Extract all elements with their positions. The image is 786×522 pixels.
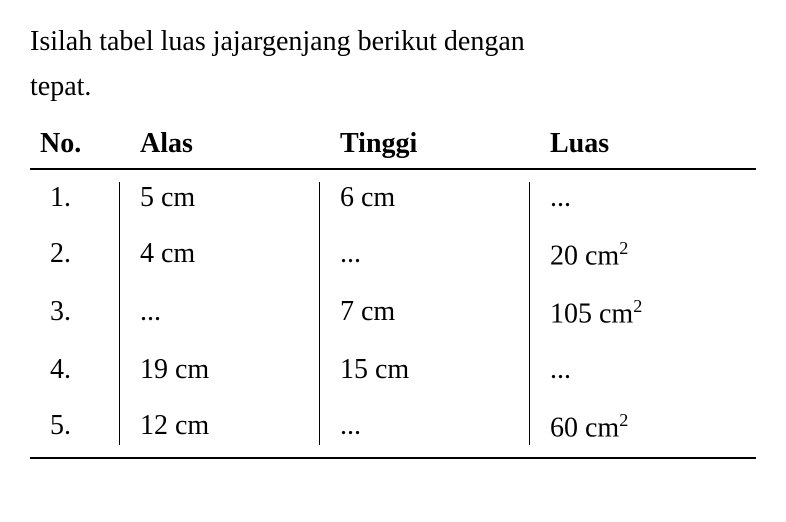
- cell-luas: 105 cm2: [550, 296, 750, 330]
- cell-alas: ...: [140, 296, 340, 330]
- cell-tinggi: 15 cm: [340, 354, 550, 386]
- cell-alas: 19 cm: [140, 354, 340, 386]
- cell-alas: 4 cm: [140, 238, 340, 272]
- header-no: No.: [30, 128, 140, 160]
- superscript-2: 2: [619, 410, 628, 430]
- cell-luas: ...: [550, 354, 750, 386]
- header-tinggi: Tinggi: [340, 128, 550, 160]
- table-row: 1. 5 cm 6 cm ...: [30, 170, 756, 226]
- table-row: 5. 12 cm ... 60 cm2: [30, 398, 756, 456]
- cell-alas: 5 cm: [140, 182, 340, 214]
- cell-luas: ...: [550, 182, 750, 214]
- instruction-text: Isilah tabel luas jajargenjang berikut d…: [30, 20, 756, 110]
- cell-no: 1.: [30, 182, 140, 214]
- parallelogram-table: No. Alas Tinggi Luas 1. 5 cm 6 cm ... 2.…: [30, 120, 756, 459]
- cell-alas: 12 cm: [140, 410, 340, 444]
- table-row: 4. 19 cm 15 cm ...: [30, 342, 756, 398]
- header-alas: Alas: [140, 128, 340, 160]
- header-luas: Luas: [550, 128, 750, 160]
- cell-no: 5.: [30, 410, 140, 444]
- cell-tinggi: ...: [340, 238, 550, 272]
- instruction-line1: Isilah tabel luas jajargenjang berikut d…: [30, 26, 525, 57]
- cell-luas: 20 cm2: [550, 238, 750, 272]
- instruction-line2: tepat.: [30, 71, 91, 102]
- superscript-2: 2: [619, 238, 628, 258]
- table-row: 3. ... 7 cm 105 cm2: [30, 284, 756, 342]
- cell-no: 2.: [30, 238, 140, 272]
- table-header-row: No. Alas Tinggi Luas: [30, 120, 756, 168]
- table-row: 2. 4 cm ... 20 cm2: [30, 226, 756, 284]
- cell-tinggi: 7 cm: [340, 296, 550, 330]
- superscript-2: 2: [633, 296, 642, 316]
- cell-luas: 60 cm2: [550, 410, 750, 444]
- cell-tinggi: ...: [340, 410, 550, 444]
- table-body: 1. 5 cm 6 cm ... 2. 4 cm ... 20 cm2 3. .…: [30, 168, 756, 459]
- cell-no: 4.: [30, 354, 140, 386]
- cell-tinggi: 6 cm: [340, 182, 550, 214]
- cell-no: 3.: [30, 296, 140, 330]
